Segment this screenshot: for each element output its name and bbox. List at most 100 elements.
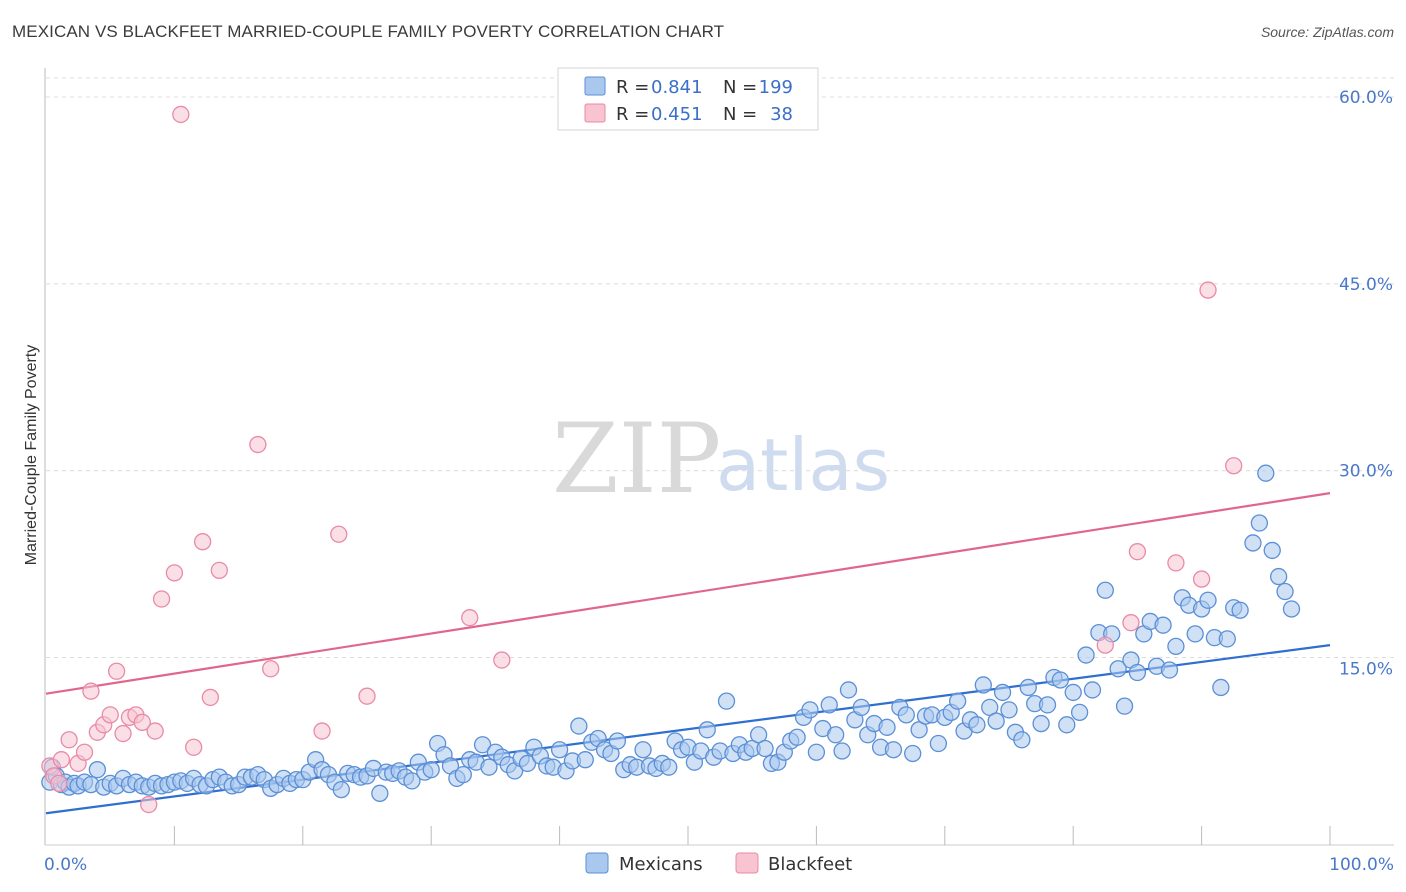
point-mexicans — [608, 732, 627, 750]
point-blackfeet — [461, 609, 479, 627]
y-tick-label: 30.0% — [1339, 462, 1393, 482]
point-mexicans — [454, 765, 472, 784]
series-legend-swatch-blackfeet — [735, 852, 759, 874]
point-mexicans — [1154, 616, 1172, 634]
point-mexicans — [88, 761, 107, 779]
point-blackfeet — [358, 687, 376, 705]
y-axis-label: Married-Couple Family Poverty — [23, 345, 40, 566]
point-blackfeet — [249, 435, 267, 454]
point-blackfeet — [60, 731, 78, 749]
legend-r-label-mexicans: R = — [616, 77, 649, 98]
point-mexicans — [1199, 591, 1217, 609]
point-blackfeet — [493, 651, 511, 669]
point-mexicans — [332, 780, 350, 799]
point-mexicans — [1160, 661, 1179, 679]
point-mexicans — [1186, 625, 1204, 643]
series-legend-swatch-mexicans — [585, 852, 609, 874]
point-mexicans — [820, 696, 838, 714]
point-mexicans — [1263, 541, 1281, 560]
point-mexicans — [1257, 464, 1275, 482]
point-mexicans — [1128, 663, 1147, 682]
point-mexicans — [1218, 630, 1236, 648]
point-mexicans — [634, 741, 652, 759]
point-blackfeet — [210, 561, 228, 580]
point-blackfeet — [330, 525, 348, 543]
legend-r-value-mexicans: 0.841 — [651, 77, 703, 98]
point-blackfeet — [1128, 543, 1147, 561]
point-mexicans — [1058, 716, 1076, 734]
point-blackfeet — [133, 713, 151, 731]
chart-title: MEXICAN VS BLACKFEET MARRIED-COUPLE FAMI… — [12, 22, 725, 41]
watermark-atlas: atlas — [716, 423, 890, 507]
y-tick-label: 15.0% — [1339, 660, 1393, 680]
legend-n-value-mexicans: 199 — [759, 77, 793, 98]
point-blackfeet — [185, 738, 203, 756]
legend-r-value-blackfeet: 0.451 — [651, 104, 703, 125]
point-mexicans — [1083, 681, 1102, 699]
point-mexicans — [1269, 567, 1288, 586]
legend-n-label-mexicans: N = — [723, 77, 757, 98]
point-mexicans — [1077, 646, 1095, 664]
point-mexicans — [929, 734, 948, 753]
point-mexicans — [1231, 601, 1249, 619]
y-tick-label: 60.0% — [1339, 88, 1393, 108]
point-blackfeet — [1167, 554, 1185, 572]
point-mexicans — [550, 741, 569, 759]
point-mexicans — [974, 676, 992, 694]
correlation-legend: R = 0.841 N = 199 R = 0.451 N = 38 — [557, 67, 819, 131]
point-mexicans — [1032, 714, 1050, 733]
legend-n-label-blackfeet: N = — [723, 104, 757, 125]
point-mexicans — [968, 716, 986, 734]
point-blackfeet — [107, 662, 126, 680]
point-mexicans — [1038, 696, 1057, 714]
point-mexicans — [897, 706, 915, 724]
x-tick-label-max: 100.0% — [1329, 855, 1394, 875]
point-mexicans — [993, 683, 1012, 702]
watermark-zip: ZIP — [552, 403, 721, 515]
point-mexicans — [518, 754, 537, 773]
gridlines — [46, 77, 1394, 659]
point-blackfeet — [101, 706, 119, 724]
point-mexicans — [839, 681, 858, 699]
point-blackfeet — [201, 688, 220, 707]
point-mexicans — [1070, 703, 1089, 722]
point-mexicans — [576, 751, 594, 769]
point-blackfeet — [114, 724, 132, 743]
point-blackfeet — [1225, 457, 1243, 475]
series-legend-label-blackfeet: Blackfeet — [768, 854, 852, 875]
point-mexicans — [570, 717, 588, 735]
point-mexicans — [698, 721, 716, 739]
legend-swatch-blackfeet — [584, 103, 606, 123]
point-mexicans — [807, 743, 826, 761]
point-blackfeet — [262, 660, 280, 678]
point-mexicans — [878, 718, 896, 736]
point-mexicans — [403, 772, 421, 790]
point-mexicans — [827, 726, 845, 744]
point-mexicans — [948, 692, 967, 710]
point-mexicans — [717, 692, 736, 710]
point-mexicans — [1000, 701, 1018, 719]
point-blackfeet — [75, 743, 94, 761]
axes — [44, 68, 1394, 846]
mexicans-points — [41, 464, 1301, 802]
series-legend-label-mexicans: Mexicans — [619, 854, 703, 875]
legend-swatch-mexicans — [584, 76, 606, 96]
point-blackfeet — [1199, 281, 1217, 299]
point-blackfeet — [1192, 570, 1211, 588]
point-mexicans — [1109, 660, 1127, 678]
point-mexicans — [904, 744, 922, 763]
point-mexicans — [1051, 671, 1070, 689]
legend-n-value-blackfeet: 38 — [770, 104, 793, 125]
y-tick-labels: 15.0% 30.0% 45.0% 60.0% — [1339, 88, 1393, 680]
legend-r-label-blackfeet: R = — [616, 104, 649, 125]
point-blackfeet — [82, 682, 100, 700]
point-mexicans — [1115, 697, 1134, 715]
blackfeet-points — [41, 105, 1243, 814]
point-mexicans — [801, 701, 819, 719]
point-mexicans — [833, 742, 851, 760]
point-blackfeet — [1122, 614, 1140, 632]
point-mexicans — [371, 784, 389, 802]
point-mexicans — [473, 736, 492, 754]
point-blackfeet — [1096, 636, 1114, 654]
